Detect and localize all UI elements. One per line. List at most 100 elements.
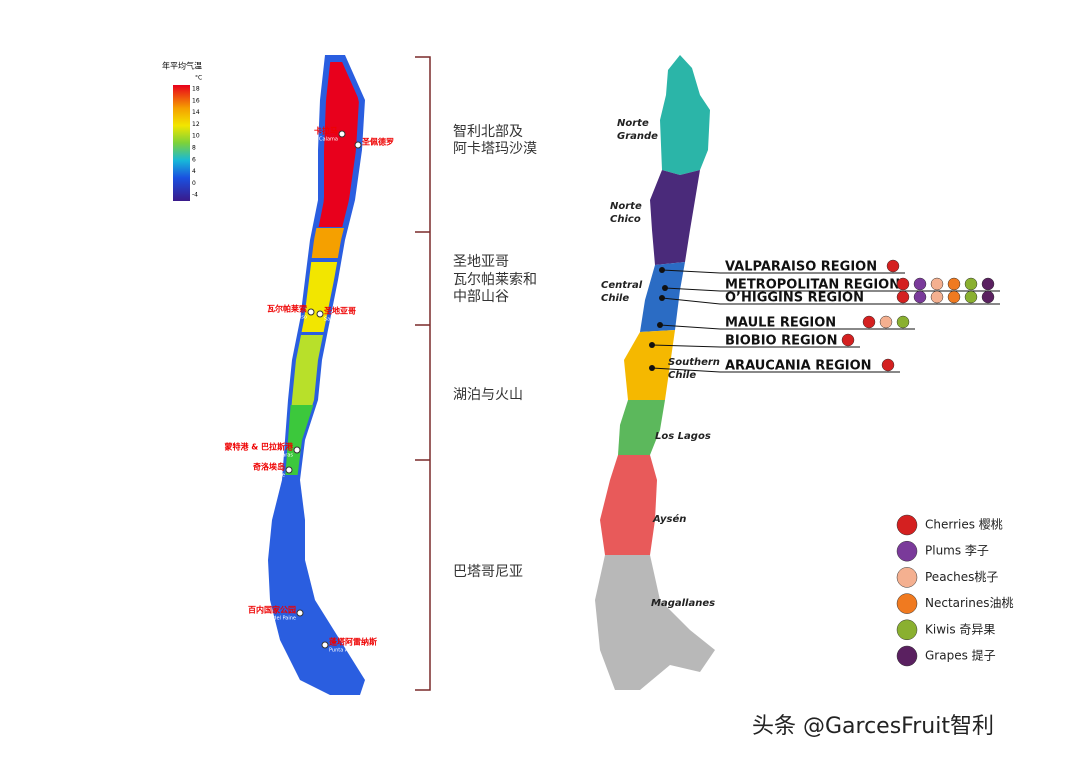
region-label: VALPARAISO REGION: [725, 260, 877, 275]
place-name-en: Torres del Paine: [256, 616, 296, 622]
fruit-icon: [964, 290, 978, 304]
fruit-icon: [913, 277, 927, 291]
region-aysen: [600, 455, 657, 555]
region-leader: [659, 324, 915, 330]
fruit-icon: [913, 290, 927, 304]
legend-entry: Peaches桃子: [925, 569, 998, 584]
legend-tick: 14: [192, 109, 200, 116]
legend-tick: 4: [192, 168, 196, 175]
place-name: 瓦尔帕莱索: [267, 304, 307, 314]
area-label: Los Lagos: [655, 431, 711, 442]
fruit-icon: [896, 315, 910, 329]
place-name-en: San Pedro: [362, 148, 387, 154]
region-label: ARAUCANIA REGION: [725, 359, 872, 374]
place-marker: [338, 130, 346, 138]
place-marker: [307, 308, 315, 316]
legend-colorbar: [173, 85, 190, 201]
fruit-icon: [896, 645, 918, 667]
region-label: O’HIGGINS REGION: [725, 291, 864, 306]
fruit-icon: [947, 290, 961, 304]
region-leader: [651, 344, 860, 348]
area-label: Norte: [617, 118, 649, 129]
fruit-icon: [896, 540, 918, 562]
fruit-icon: [896, 567, 918, 588]
fruit-icon: [896, 593, 918, 614]
region-norte-grande: [660, 55, 710, 175]
watermark: 头条 @GarcesFruit智利: [752, 714, 994, 739]
place-name-en: Santiago: [324, 317, 346, 323]
fruit-icon: [862, 315, 876, 329]
region-leader: [661, 297, 1000, 305]
fruit-icon: [896, 514, 918, 536]
legend-tick: 18: [192, 86, 200, 93]
region-leader: [651, 367, 900, 373]
fruit-icon: [896, 277, 910, 291]
area-label: Southern: [668, 357, 720, 368]
legend-tick: -4: [192, 192, 198, 199]
zone-label: 中部山谷: [453, 289, 509, 305]
area-label: Norte: [610, 201, 642, 212]
place-name: 百内国家公园: [248, 605, 296, 615]
region-leader: [661, 269, 905, 274]
place-marker: [316, 310, 324, 318]
area-label: Chile: [601, 293, 629, 304]
legend-unit: °C: [195, 75, 202, 82]
temp-band-warm: [311, 228, 344, 258]
area-label: Grande: [617, 131, 658, 142]
fruit-icon: [964, 277, 978, 291]
legend-entry: Grapes 提子: [925, 648, 996, 663]
area-label: Aysén: [652, 513, 686, 525]
fruit-map: Norte Grande Norte Chico Central Chile Souther…: [595, 55, 1014, 690]
fruit-icon: [879, 315, 893, 329]
legend-title: 年平均气温: [162, 61, 202, 71]
place-name-en: Chiloe: [269, 473, 285, 479]
legend-tick: 10: [192, 133, 200, 140]
area-label: Chile: [668, 370, 696, 381]
fruit-icon: [896, 290, 910, 304]
temp-band-hot: [318, 62, 359, 227]
legend-entry: Kiwis 奇异果: [925, 622, 995, 636]
place-name: 圣地亚哥: [323, 306, 356, 316]
region-los-lagos: [618, 400, 665, 455]
fruit-icon: [886, 259, 900, 273]
zone-label: 智利北部及: [453, 124, 523, 140]
legend-tick: 6: [192, 156, 196, 163]
legend-tick: 8: [192, 145, 196, 152]
place-name: 奇洛埃岛: [253, 462, 285, 472]
fruit-icon: [930, 277, 944, 291]
region-label: MAULE REGION: [725, 316, 836, 331]
place-name: 卡拉马: [314, 126, 338, 136]
place-name: 圣佩德罗: [361, 137, 394, 147]
legend-entry: Nectarines油桃: [925, 595, 1014, 610]
fruit-icon: [896, 619, 918, 641]
fruit-icon: [981, 277, 995, 291]
zone-brackets: [415, 56, 431, 691]
region-label: BIOBIO REGION: [725, 334, 837, 349]
legend-tick: 0: [192, 180, 196, 187]
zone-label: 阿卡塔玛沙漠: [453, 141, 537, 157]
fruit-icon: [947, 277, 961, 291]
temp-band-green: [285, 405, 314, 475]
fruit-icon: [981, 290, 995, 304]
region-magallanes: [595, 555, 715, 690]
legend-entry: Plums 李子: [925, 543, 989, 558]
place-name-en: Calama: [319, 137, 338, 143]
temp-band-cool: [291, 335, 323, 405]
place-marker: [285, 466, 293, 474]
place-name-en: Valparaiso: [281, 315, 307, 321]
region-leader: [664, 287, 1000, 292]
place-marker: [293, 446, 301, 454]
zone-label: 湖泊与火山: [453, 387, 523, 403]
place-name: 蒙特港 & 巴拉斯港: [224, 442, 294, 452]
fruit-icon: [881, 358, 895, 372]
place-name: 蓬塔阿雷纳斯: [329, 637, 377, 647]
legend-tick: 12: [192, 121, 200, 128]
place-marker: [321, 641, 329, 649]
legend-entry: Cherries 樱桃: [925, 517, 1003, 532]
place-name-en: Puerto Montt & Varas: [240, 453, 294, 459]
region-norte-chico: [650, 170, 700, 265]
area-label: Central: [601, 280, 643, 291]
zone-label: 圣地亚哥: [453, 254, 509, 270]
